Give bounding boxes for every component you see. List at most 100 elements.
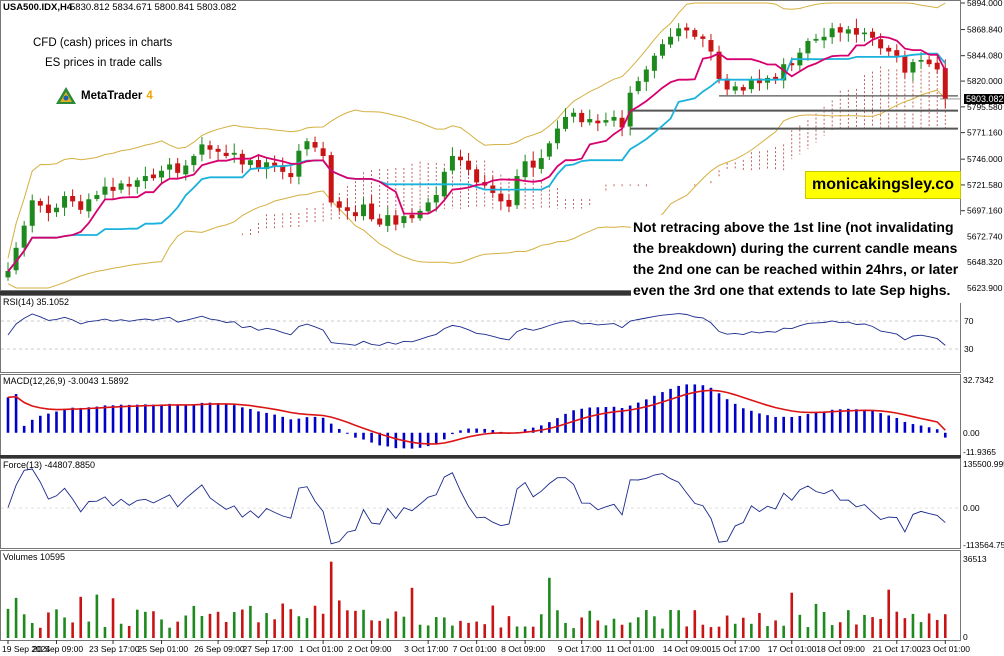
candle-body [813, 38, 819, 41]
volume-bar [22, 614, 26, 638]
price-pane[interactable] [0, 0, 961, 291]
ohlc-label: 5830.812 5834.671 5800.841 5803.082 [70, 2, 236, 13]
macd-bar [434, 432, 438, 444]
volume-bar [645, 610, 648, 638]
volume-bar [903, 618, 907, 638]
candle-body [272, 162, 278, 166]
macd-bar [22, 425, 26, 433]
macd-bar [766, 415, 769, 433]
candle-body [183, 165, 189, 175]
candle-body [231, 152, 237, 155]
macd-bar [758, 413, 761, 433]
candle-body [466, 160, 472, 170]
macd-bar [943, 432, 947, 438]
macd-signal-line [7, 389, 946, 445]
current-price-tag: 5803.082 [964, 94, 1004, 104]
force-label: Force(13) -44807.8850 [3, 460, 95, 470]
macd-bar [620, 408, 624, 433]
rsi-pane[interactable] [0, 295, 961, 373]
volume-bar [790, 592, 794, 638]
volume-bar [612, 618, 616, 638]
volume-bar [855, 624, 858, 638]
time-tick-label: 26 Sep 09:00 [194, 644, 245, 654]
volume-pane[interactable] [0, 550, 961, 641]
volume-bar [774, 620, 777, 638]
volume-bar [346, 610, 349, 638]
volume-bar [337, 600, 341, 638]
macd-bar [297, 418, 301, 433]
macd-bar [539, 425, 543, 433]
symbol-label: USA500.IDX,H4 [3, 2, 73, 13]
candle-body [878, 39, 884, 49]
macd-bar [184, 404, 188, 433]
volume-bar [838, 622, 842, 638]
volume-bar [305, 618, 309, 638]
volume-bar [168, 627, 171, 638]
candle-body [304, 141, 310, 150]
volume-bar [822, 611, 826, 638]
volume-bar [596, 620, 600, 638]
candle-body [837, 27, 843, 33]
time-tick-label: 3 Oct 17:00 [404, 644, 448, 654]
volume-bar [628, 622, 632, 638]
candle-body [78, 201, 84, 210]
candle-body [756, 78, 762, 84]
candle-body [934, 62, 940, 70]
volume-bar [418, 624, 422, 638]
macd-bar [750, 410, 753, 433]
macd-bar [669, 388, 672, 433]
force-pane[interactable] [0, 458, 961, 549]
price-tick-label: 5746.000 [967, 154, 1003, 164]
candle-body [62, 196, 68, 208]
macd-bar [887, 415, 891, 433]
macd-bar [911, 424, 915, 433]
candle-body [619, 117, 625, 128]
volume-bar [459, 620, 462, 638]
volume-bar [620, 624, 624, 638]
volume-bar [39, 627, 42, 638]
candle-body [13, 247, 19, 271]
volume-bar [515, 626, 519, 638]
volume-bar [564, 622, 567, 638]
macd-bar [394, 432, 398, 449]
macd-bar [79, 407, 83, 433]
volume-bar [483, 624, 487, 638]
tenkan-line [7, 35, 947, 273]
macd-bar [95, 406, 99, 433]
volume-bar [887, 589, 891, 638]
macd-bar [693, 384, 697, 433]
macd-bar [443, 432, 446, 440]
candle-body [571, 112, 577, 117]
volume-bar [95, 594, 99, 638]
volume-bar [741, 617, 745, 638]
macd-bar [491, 430, 495, 433]
macd-axis-label: 0.00 [963, 428, 980, 438]
volume-bar [224, 621, 228, 638]
time-tick-label: 9 Oct 17:00 [558, 644, 602, 654]
macd-bar [467, 428, 470, 433]
macd-bar [71, 407, 74, 433]
candle-body [781, 64, 787, 81]
price-tick-label: 5697.160 [967, 206, 1003, 216]
volume-bar [71, 622, 74, 638]
candle-body [134, 180, 140, 187]
volume-bar [935, 619, 939, 638]
candle-body [288, 173, 294, 178]
candle-body [538, 158, 544, 169]
volume-bar [313, 605, 317, 638]
macd-bar [790, 417, 794, 433]
candle-body [385, 215, 391, 226]
macd-bar [459, 430, 462, 433]
macd-bar [289, 419, 293, 433]
volume-bar [241, 609, 244, 638]
macd-bar [152, 404, 155, 433]
macd-bar [863, 409, 866, 433]
candle-body [611, 116, 617, 121]
volume-bar [733, 623, 737, 638]
volume-bar [588, 610, 592, 638]
force-line [7, 468, 946, 545]
volume-bar [531, 626, 535, 638]
volume-bar [281, 603, 285, 638]
macd-bar [6, 397, 10, 433]
